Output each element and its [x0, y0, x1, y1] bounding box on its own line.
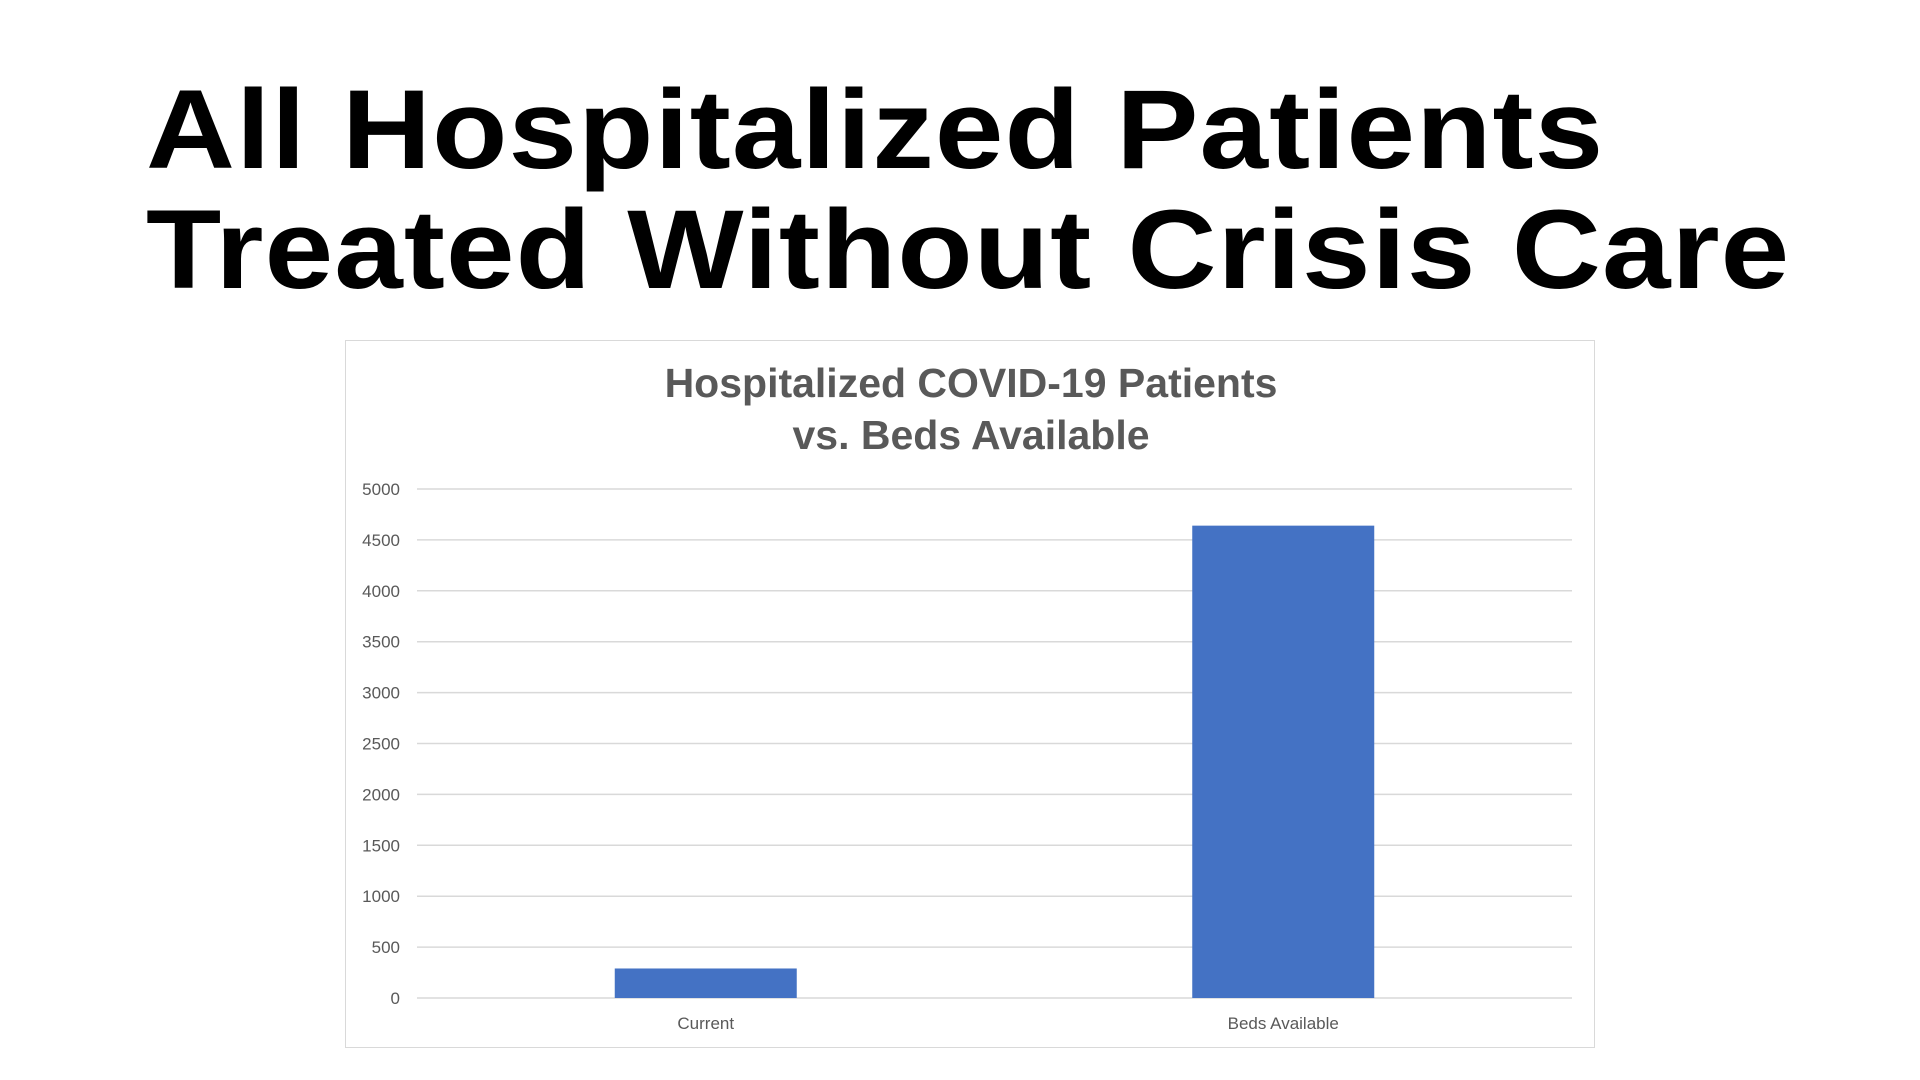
y-tick-label: 5000: [362, 480, 400, 499]
y-tick-label: 2500: [362, 735, 400, 754]
y-tick-label: 1500: [362, 836, 400, 855]
chart-title-line-2: vs. Beds Available: [792, 412, 1149, 458]
x-tick-label: Current: [677, 1014, 734, 1033]
bar-beds-available: [1192, 525, 1375, 998]
slide-title-line-2: Treated Without Crisis Care: [146, 187, 1791, 312]
slide-title: All Hospitalized Patients Treated Withou…: [146, 70, 1790, 310]
slide-title-line-1: All Hospitalized Patients: [146, 67, 1605, 192]
y-tick-label: 1000: [362, 887, 400, 906]
y-tick-label: 4000: [362, 582, 400, 601]
y-tick-label: 3500: [362, 633, 400, 652]
y-tick-label: 0: [391, 989, 400, 1008]
y-tick-label: 3000: [362, 684, 400, 703]
y-tick-label: 4500: [362, 531, 400, 550]
bar-current: [614, 968, 797, 998]
x-tick-label: Beds Available: [1228, 1014, 1339, 1033]
y-tick-label: 500: [372, 938, 400, 957]
y-tick-label: 2000: [362, 785, 400, 804]
chart-title-line-1: Hospitalized COVID-19 Patients: [665, 360, 1278, 406]
chart-frame: [345, 340, 1595, 1048]
